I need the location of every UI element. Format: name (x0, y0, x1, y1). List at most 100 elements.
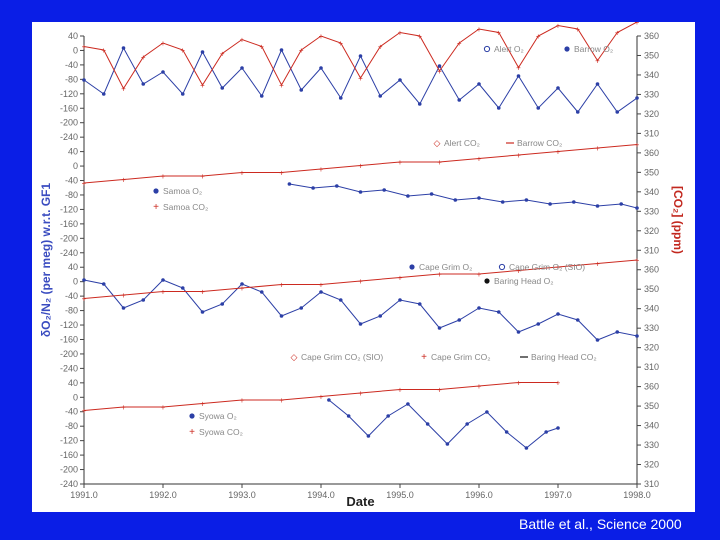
right-tick-label: 340 (644, 421, 659, 431)
left-tick-label: -160 (60, 103, 78, 113)
data-point (635, 206, 639, 210)
x-tick-label: 1996.0 (465, 490, 493, 500)
data-point (575, 318, 580, 322)
right-tick-label: 340 (644, 304, 659, 314)
data-point: + (338, 39, 343, 48)
x-tick-label: 1998.0 (623, 490, 651, 500)
legend-marker: ◇ (291, 352, 298, 362)
right-tick-label: 310 (644, 362, 659, 372)
data-point: + (516, 64, 521, 73)
data-point (319, 290, 323, 294)
left-tick-label: 40 (68, 31, 78, 41)
data-point (161, 278, 165, 282)
left-tick-label: -200 (60, 118, 78, 128)
legend-marker (409, 264, 415, 270)
data-point (425, 422, 430, 426)
left-tick-label: -40 (65, 407, 78, 417)
legend-marker (153, 188, 159, 194)
legend-label: Cape Grim O₂ (SIO) (509, 262, 585, 272)
data-point: + (477, 382, 482, 391)
data-point: + (279, 281, 284, 290)
right-tick-label: 340 (644, 70, 659, 80)
data-point (240, 282, 244, 286)
left-tick-label: -240 (60, 248, 78, 258)
right-tick-label: 330 (644, 89, 659, 99)
right-tick-label: 320 (644, 460, 659, 470)
left-tick-label: -160 (60, 219, 78, 229)
data-point: + (101, 46, 106, 55)
legend-marker (484, 278, 490, 284)
data-point (417, 102, 422, 106)
left-tick-label: 40 (68, 262, 78, 272)
data-point (437, 326, 442, 330)
left-tick-label: -160 (60, 334, 78, 344)
data-point (465, 422, 469, 426)
data-point: + (240, 36, 245, 45)
legend-marker (498, 263, 506, 271)
right-tick-label: 310 (644, 128, 659, 138)
data-point (327, 398, 331, 402)
legend-label: Barrow CO₂ (517, 138, 562, 148)
data-point (200, 50, 205, 54)
data-point: + (417, 32, 422, 41)
data-point (516, 330, 521, 334)
left-tick-label: 0 (73, 161, 78, 171)
data-point (500, 200, 505, 204)
data-point: + (82, 179, 87, 188)
right-tick-label: 310 (644, 479, 659, 489)
plot-panel: 40 0 -40 -80 -120 -160 -200 -240 40 0 -40 -80 -120 -1… (32, 22, 695, 512)
data-point: + (319, 165, 324, 174)
data-point: + (240, 284, 245, 293)
x-axis-title: Date (346, 494, 374, 509)
series-line (289, 183, 638, 209)
data-point (378, 94, 383, 98)
data-point: + (82, 407, 87, 416)
data-point (477, 196, 481, 200)
data-point (516, 74, 521, 78)
left-tick-label: -120 (60, 436, 78, 446)
left-tick-label: -40 (65, 291, 78, 301)
data-point (619, 202, 623, 206)
data-point (121, 46, 126, 50)
data-point: + (358, 277, 363, 286)
data-point: + (556, 263, 561, 272)
right-tick-label: 350 (644, 167, 659, 177)
left-tick-label: -200 (60, 233, 78, 243)
data-point (477, 306, 481, 310)
data-point (259, 94, 264, 98)
legend-label: Cape Grim CO₂ (431, 352, 491, 362)
data-point (398, 298, 402, 302)
data-point (358, 322, 363, 326)
x-tick-label: 1995.0 (386, 490, 414, 500)
data-point (595, 82, 600, 86)
data-point (299, 88, 304, 92)
data-point (575, 110, 580, 114)
data-point (615, 110, 620, 114)
left-tick-label: -240 (60, 363, 78, 373)
legend-label: Cape Grim CO₂ (SIO) (301, 352, 383, 362)
data-point: + (358, 162, 363, 171)
data-point: + (496, 29, 501, 38)
data-point (417, 302, 422, 306)
data-point (524, 446, 529, 450)
legend-label: Baring Head CO₂ (531, 352, 597, 362)
data-point (556, 426, 560, 430)
data-point (141, 82, 146, 86)
data-point: + (161, 172, 166, 181)
data-point (259, 290, 264, 294)
right-tick-label: 330 (644, 206, 659, 216)
data-point (338, 96, 343, 100)
data-point (635, 334, 639, 338)
legend-marker (483, 45, 491, 53)
data-point (398, 78, 402, 82)
left-tick-label: -80 (65, 421, 78, 431)
legend-label: Alert CO₂ (444, 138, 480, 148)
right-tick-label: 360 (644, 148, 659, 158)
data-point (180, 286, 185, 290)
data-point: + (200, 172, 205, 181)
data-point: + (200, 81, 205, 90)
data-point (429, 192, 434, 196)
data-point: + (595, 144, 600, 153)
data-point: + (240, 396, 245, 405)
data-point (220, 86, 225, 90)
